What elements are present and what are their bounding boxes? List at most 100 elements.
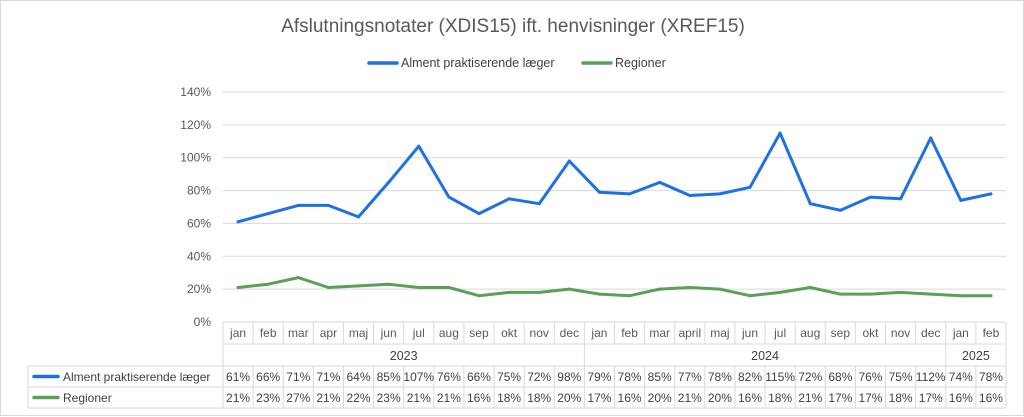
table-value-cell: 82% <box>738 370 762 384</box>
x-category-label: feb <box>983 326 1000 340</box>
table-series-name: Regioner <box>63 391 112 405</box>
data-point <box>989 294 993 298</box>
table-value-cell: 71% <box>316 370 340 384</box>
table-value-cell: 78% <box>618 370 642 384</box>
x-category-label: jan <box>229 326 246 340</box>
data-point <box>929 292 933 296</box>
data-point <box>326 203 330 207</box>
table-value-cell: 64% <box>347 370 371 384</box>
table-value-cell: 16% <box>949 391 973 405</box>
table-value-cell: 75% <box>497 370 521 384</box>
data-point <box>537 290 541 294</box>
data-point <box>387 282 391 286</box>
table-value-cell: 21% <box>437 391 461 405</box>
x-category-label: dec <box>560 326 579 340</box>
data-point <box>537 202 541 206</box>
x-category-label: aug <box>439 326 459 340</box>
table-value-cell: 16% <box>979 391 1003 405</box>
data-point <box>868 292 872 296</box>
table-value-cell: 74% <box>949 370 973 384</box>
table-value-cell: 18% <box>527 391 551 405</box>
table-value-cell: 18% <box>768 391 792 405</box>
data-point <box>688 286 692 289</box>
data-point <box>718 192 722 196</box>
table-value-cell: 22% <box>347 391 371 405</box>
data-point <box>477 212 481 216</box>
x-category-label: okt <box>501 326 518 340</box>
x-category-label: sep <box>469 326 489 340</box>
series-lines <box>236 131 993 298</box>
table-value-cell: 66% <box>256 370 280 384</box>
table-value-cell: 17% <box>587 391 611 405</box>
table-value-cell: 115% <box>765 370 795 384</box>
table-value-cell: 61% <box>226 370 250 384</box>
data-point <box>357 284 361 288</box>
x-category-label: feb <box>621 326 638 340</box>
data-point <box>567 159 571 163</box>
table-value-cell: 21% <box>678 391 702 405</box>
table-value-cell: 17% <box>919 391 943 405</box>
x-category-label: dec <box>921 326 940 340</box>
data-point <box>447 195 451 199</box>
y-tick-label: 0% <box>194 315 212 329</box>
data-point <box>477 294 481 298</box>
data-point <box>507 290 511 294</box>
gridlines <box>223 91 1006 323</box>
x-category-label: jan <box>952 326 969 340</box>
data-point <box>808 286 812 289</box>
y-tick-label: 120% <box>180 118 211 132</box>
data-point <box>808 202 812 206</box>
data-point <box>929 136 933 140</box>
table-value-cell: 78% <box>708 370 732 384</box>
x-category-label: april <box>678 326 701 340</box>
table-value-cell: 75% <box>889 370 913 384</box>
table-value-cell: 16% <box>467 391 491 405</box>
chart-title: Afslutningsnotater (XDIS15) ift. henvisn… <box>281 16 745 37</box>
table-value-cell: 71% <box>286 370 310 384</box>
data-point <box>387 180 391 184</box>
legend-label-series-2: Regioner <box>615 56 666 70</box>
data-point <box>838 292 842 296</box>
x-category-label: mar <box>649 326 670 340</box>
data-point <box>658 180 662 184</box>
x-category-label: nov <box>891 326 910 340</box>
data-point <box>778 290 782 294</box>
table-value-cell: 68% <box>828 370 852 384</box>
data-point <box>507 197 511 201</box>
x-category-label: maj <box>349 326 368 340</box>
x-category-label: jul <box>773 326 786 340</box>
y-tick-label: 100% <box>180 151 211 165</box>
x-category-label: sep <box>831 326 851 340</box>
y-tick-label: 80% <box>187 184 211 198</box>
x-category-label: jun <box>741 326 758 340</box>
data-point <box>597 292 601 296</box>
y-tick-label: 20% <box>187 282 211 296</box>
x-category-label: feb <box>260 326 277 340</box>
year-label: 2024 <box>751 349 779 363</box>
data-point <box>628 192 632 196</box>
x-category-label: okt <box>862 326 879 340</box>
table-value-cell: 77% <box>678 370 702 384</box>
x-category-label: aug <box>800 326 820 340</box>
table-series-name: Alment praktiserende læger <box>63 370 210 384</box>
x-category-label: jul <box>412 326 425 340</box>
table-value-cell: 76% <box>858 370 882 384</box>
table-value-cell: 21% <box>798 391 822 405</box>
table-value-cell: 20% <box>648 391 672 405</box>
data-point <box>899 290 903 294</box>
data-point <box>357 215 361 219</box>
data-point <box>658 287 662 291</box>
year-label: 2025 <box>962 349 990 363</box>
data-point <box>236 286 240 289</box>
legend-label-series-1: Alment praktiserende læger <box>401 56 555 70</box>
x-category-label: maj <box>710 326 729 340</box>
table-value-cell: 21% <box>316 391 340 405</box>
data-point <box>447 286 451 289</box>
data-table: jan feb mar apr maj jun jul aug sep okt nov dec jan f… <box>27 322 1007 409</box>
x-category-label: jan <box>590 326 607 340</box>
table-value-cell: 17% <box>828 391 852 405</box>
data-point <box>718 287 722 291</box>
y-axis-ticks: 0% 20% 40% 60% 80% 100% 120% 140% <box>180 85 211 329</box>
table-value-cell: 20% <box>708 391 732 405</box>
